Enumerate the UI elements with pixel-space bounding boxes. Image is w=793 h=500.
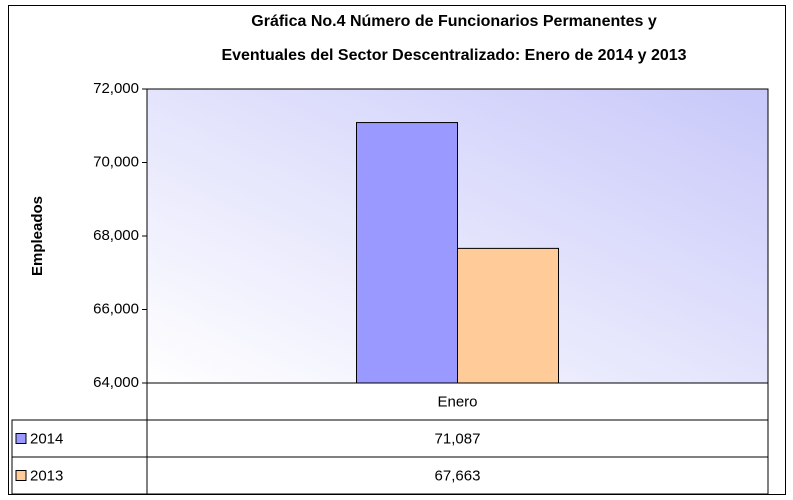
legend-label: 2013 xyxy=(30,467,63,484)
legend-label: 2014 xyxy=(30,430,63,447)
bar xyxy=(457,247,559,384)
y-tick-label: 66,000 xyxy=(93,300,139,317)
y-axis-label: Empleados xyxy=(29,196,46,276)
table-row xyxy=(11,456,769,495)
y-tick-label: 72,000 xyxy=(93,80,139,97)
y-tick-label: 64,000 xyxy=(93,374,139,391)
x-tick-label: Enero xyxy=(437,393,477,410)
y-tick-label: 70,000 xyxy=(93,153,139,170)
y-tick-label: 68,000 xyxy=(93,227,139,244)
chart-title-line: Eventuales del Sector Descentralizado: E… xyxy=(221,47,686,64)
bar xyxy=(356,122,458,384)
table-value: 67,663 xyxy=(435,467,481,484)
legend-swatch xyxy=(15,470,27,481)
table-value: 71,087 xyxy=(435,430,481,447)
chart-title-line: Gráfica No.4 Número de Funcionarios Perm… xyxy=(251,13,657,30)
legend-swatch xyxy=(15,433,27,444)
